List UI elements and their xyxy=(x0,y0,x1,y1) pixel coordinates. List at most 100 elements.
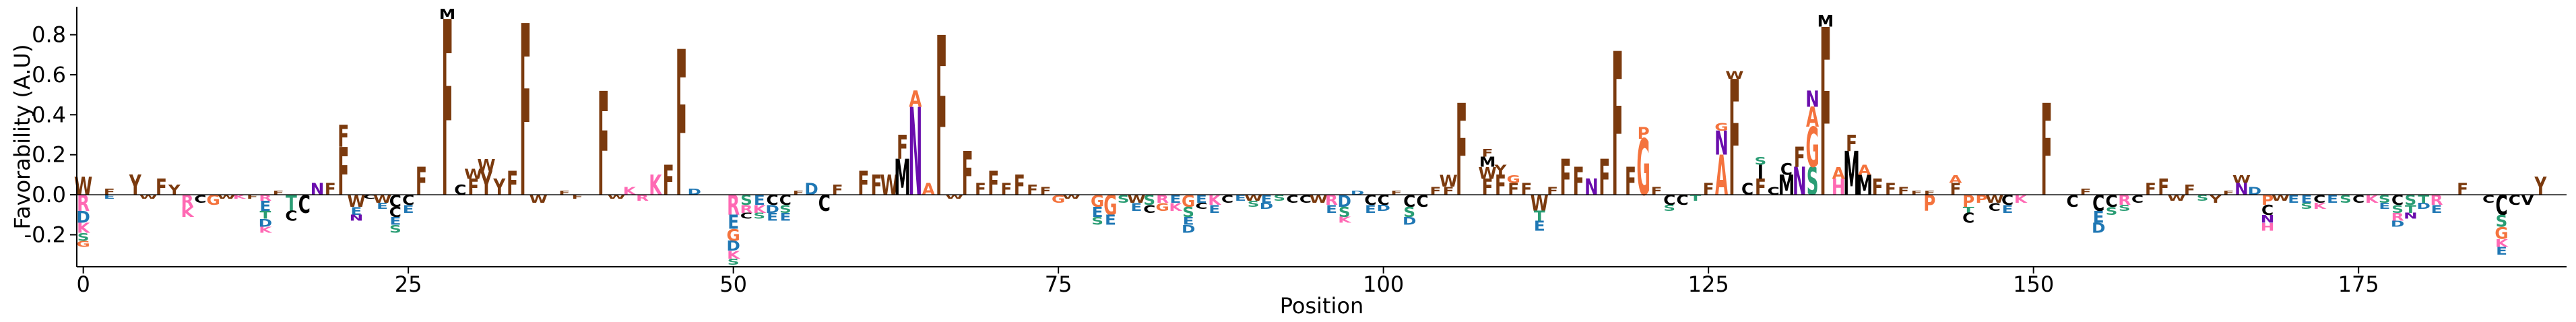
logo-letter-A: A xyxy=(1858,162,1871,178)
logo-letter-C: C xyxy=(1364,193,1376,208)
logo-letter-E: E xyxy=(1209,203,1220,216)
logo-letter-W: W xyxy=(1244,193,1262,203)
logo-letter-G: G xyxy=(1805,117,1819,181)
logo-letter-Y: Y xyxy=(492,174,506,200)
logo-letter-F: F xyxy=(1898,185,1909,197)
logo-letter-F: F xyxy=(1651,185,1663,197)
logo-letter-R: R xyxy=(740,203,752,216)
logo-letter-E: E xyxy=(1534,219,1545,234)
logo-letter-C: C xyxy=(1378,193,1390,208)
logo-letter-F: F xyxy=(1755,174,1766,200)
logo-letter-F: F xyxy=(2457,179,2468,199)
logo-letter-E: E xyxy=(1196,193,1207,205)
x-tick-label: 0 xyxy=(76,271,90,297)
logo-letter-E: E xyxy=(2002,203,2014,216)
logo-letter-S: S xyxy=(1182,205,1194,220)
logo-letter-F: F xyxy=(337,119,349,154)
logo-letter-C: C xyxy=(2495,189,2507,221)
logo-letter-F: F xyxy=(1456,79,1467,225)
logo-letter-G: G xyxy=(77,239,90,249)
logo-letter-C: C xyxy=(1741,179,1753,199)
logo-letter-H: H xyxy=(1832,174,1846,200)
logo-letter-Y: Y xyxy=(2534,172,2547,201)
logo-letter-F: F xyxy=(1703,179,1714,199)
logo-letter-G: G xyxy=(1714,121,1728,133)
axes xyxy=(76,7,2567,267)
logo-letter-S: S xyxy=(753,211,765,220)
logo-letter-D: D xyxy=(1338,191,1351,211)
logo-letter-F: F xyxy=(1872,174,1883,200)
logo-letter-E: E xyxy=(389,215,401,228)
logo-letter-N: N xyxy=(1584,174,1599,200)
y-tick-label: 0.0 xyxy=(32,182,66,207)
logo-letter-F: F xyxy=(2158,174,2169,200)
logo-letter-W: W xyxy=(2167,193,2185,203)
logo-letter-F: F xyxy=(1027,183,1038,198)
x-tick-label: 75 xyxy=(1045,271,1072,297)
logo-letter-S: S xyxy=(1118,193,1130,205)
logo-letter-C: C xyxy=(818,190,831,216)
logo-letter-A: A xyxy=(1806,102,1819,133)
logo-letter-D: D xyxy=(2391,219,2404,228)
logo-letter-F: F xyxy=(936,0,947,247)
logo-letter-D: D xyxy=(2248,185,2261,197)
logo-letter-R: R xyxy=(2430,193,2443,208)
logo-letter-D: D xyxy=(1403,215,1416,228)
x-tick-label: 25 xyxy=(395,271,422,297)
logo-letter-K: K xyxy=(649,170,663,201)
logo-letter-N: N xyxy=(1714,125,1729,164)
logo-letter-G: G xyxy=(1637,125,1650,213)
logo-letter-C: C xyxy=(1780,160,1793,179)
logo-letter-W: W xyxy=(1478,163,1496,183)
logo-letter-A: A xyxy=(1715,145,1728,209)
logo-letter-T: T xyxy=(1689,193,1702,203)
logo-letter-A: A xyxy=(922,179,935,199)
logo-letter-C: C xyxy=(298,191,311,219)
logo-letter-P: P xyxy=(1638,123,1650,143)
logo-letter-N: N xyxy=(1793,160,1807,204)
logo-letter-T: T xyxy=(2418,193,2430,205)
logo-letter-N: N xyxy=(2404,211,2418,220)
logo-letter-C: C xyxy=(740,211,752,220)
logo-letter-M: M xyxy=(1857,170,1873,201)
logo-letter-D: D xyxy=(1351,190,1364,196)
logo-letter-G: G xyxy=(1103,189,1117,221)
logo-letter-T: T xyxy=(1963,205,1975,215)
logo-letter-R: R xyxy=(727,189,740,221)
logo-letter-E: E xyxy=(104,194,115,200)
logo-letter-C: C xyxy=(2092,190,2104,216)
logo-letter-F: F xyxy=(1495,170,1506,201)
logo-letter-G: G xyxy=(727,226,740,245)
logo-letter-E: E xyxy=(1235,193,1246,203)
logo-letter-N: N xyxy=(311,179,325,199)
logo-letter-C: C xyxy=(389,205,401,220)
logo-letter-W: W xyxy=(1127,193,1145,205)
logo-letter-S: S xyxy=(389,223,401,236)
logo-letter-D: D xyxy=(804,179,818,199)
y-tick-label: -0.2 xyxy=(24,222,66,247)
logo-letter-R: R xyxy=(1325,193,1338,208)
logo-letter-C: C xyxy=(1287,193,1299,205)
x-ticks: 0 25 50 75 100 125 150 175 xyxy=(76,267,2379,297)
logo-letter-C: C xyxy=(1417,191,1429,211)
logo-letter-F: F xyxy=(793,190,804,196)
logo-letter-F: F xyxy=(156,174,167,200)
logo-letter-Y: Y xyxy=(480,165,492,203)
logo-letter-S: S xyxy=(2106,205,2118,218)
logo-letter-W: W xyxy=(2272,193,2290,203)
logo-letter-S: S xyxy=(1663,203,1675,213)
logo-letter-F: F xyxy=(442,0,453,252)
logo-letter-E: E xyxy=(1169,193,1181,205)
logo-letter-N: N xyxy=(2261,213,2275,226)
logo-letter-C: C xyxy=(1403,191,1415,211)
logo-letter-F: F xyxy=(871,170,882,201)
logo-letter-F: F xyxy=(962,139,973,210)
logo-letter-S: S xyxy=(2496,212,2508,231)
logo-letter-G: G xyxy=(2494,224,2508,243)
logo-letter-T: T xyxy=(2405,203,2417,216)
logo-letter-P: P xyxy=(2261,193,2274,208)
logo-letter-F: F xyxy=(1612,13,1623,243)
logo-letter-W: W xyxy=(1062,194,1081,200)
logo-letter-W: W xyxy=(477,156,495,175)
